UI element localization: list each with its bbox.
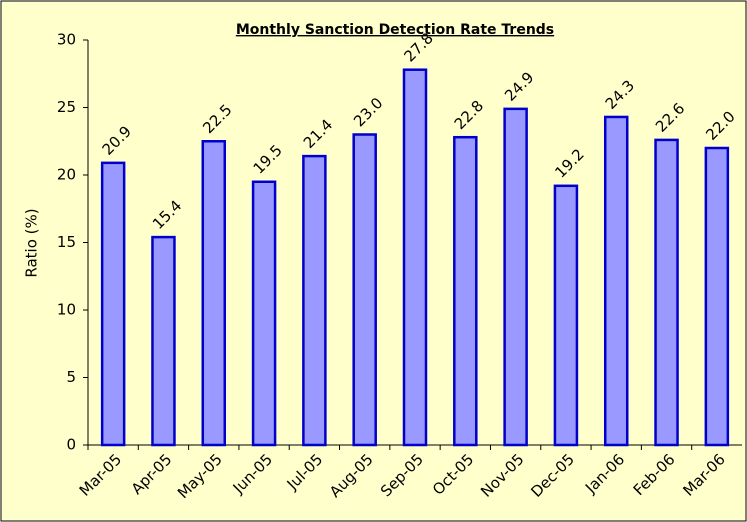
bar [251,180,277,447]
y-tick-label: 10 [57,301,76,319]
y-tick-label: 15 [57,233,76,251]
bar [603,115,629,447]
y-tick-label: 0 [66,436,76,454]
bar [352,133,377,447]
bar [402,68,428,447]
bar [201,140,227,447]
bar [302,154,327,447]
bar [453,135,478,447]
bar [151,235,176,447]
chart-title: Monthly Sanction Detection Rate Trends [236,22,554,38]
bar [503,107,528,447]
bar [100,161,126,447]
y-tick-label: 30 [57,31,76,49]
y-tick-label: 5 [66,368,76,386]
y-tick-label: 20 [57,166,76,184]
bar [553,184,579,447]
y-axis-label: Ratio (%) [23,208,41,277]
bar [704,146,730,447]
bar [654,138,679,447]
y-tick-label: 25 [57,98,76,116]
